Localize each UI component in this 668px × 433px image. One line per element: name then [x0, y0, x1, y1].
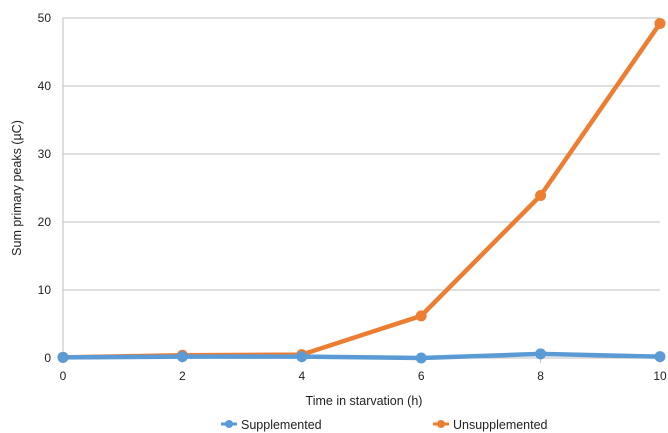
- gridlines: [62, 17, 661, 363]
- y-tick-label: 10: [38, 283, 52, 297]
- legend-item: Supplemented: [221, 418, 322, 432]
- x-tick-label: 2: [179, 369, 186, 383]
- y-tick-labels: 0 10 20 30 40 50: [38, 11, 52, 365]
- data-point: [535, 189, 547, 201]
- x-axis-title: Time in starvation (h): [306, 394, 423, 408]
- y-tick-label: 30: [38, 147, 52, 161]
- x-tick-label: 6: [418, 369, 425, 383]
- series-unsupplemented: [57, 17, 666, 363]
- x-tick-labels: 0 2 4 6 8 10: [60, 369, 667, 383]
- x-tick-label: 8: [537, 369, 544, 383]
- x-tick-label: 0: [60, 369, 67, 383]
- data-point: [415, 352, 427, 364]
- legend-label: Supplemented: [241, 418, 322, 432]
- data-point: [176, 351, 188, 363]
- legend-marker: [437, 420, 445, 428]
- x-tick-label: 4: [298, 369, 305, 383]
- series-supplemented: [57, 348, 666, 364]
- data-point: [654, 17, 666, 29]
- series-group: [57, 17, 666, 364]
- y-tick-label: 50: [38, 11, 52, 25]
- data-point: [415, 310, 427, 322]
- x-tick-label: 10: [653, 369, 667, 383]
- data-point: [535, 348, 547, 360]
- legend-item: Unsupplemented: [433, 418, 548, 432]
- legend: Supplemented Unsupplemented: [221, 418, 548, 432]
- legend-marker: [225, 420, 233, 428]
- data-point: [296, 351, 308, 363]
- data-point: [654, 351, 666, 363]
- y-tick-label: 0: [44, 351, 51, 365]
- series-line: [60, 21, 663, 360]
- series-line: [60, 351, 663, 361]
- y-tick-label: 40: [38, 79, 52, 93]
- y-tick-label: 20: [38, 215, 52, 229]
- legend-label: Unsupplemented: [453, 418, 548, 432]
- data-point: [57, 351, 69, 363]
- y-axis-title: Sum primary peaks (µC): [10, 120, 24, 256]
